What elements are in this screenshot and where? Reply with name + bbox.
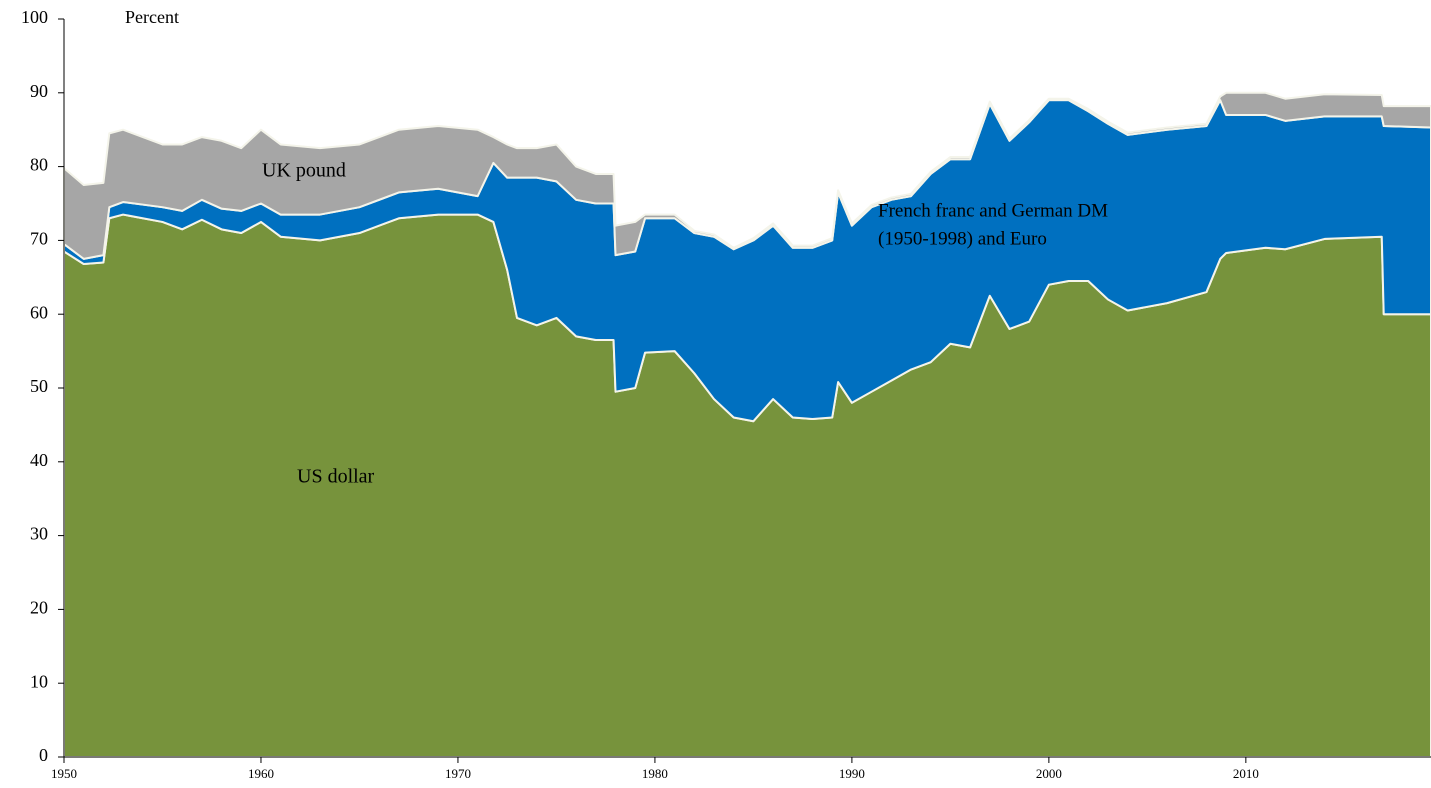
- y-tick-label: 60: [30, 302, 48, 322]
- annotation: French franc and German DM: [878, 200, 1108, 221]
- x-tick-label: 1990: [839, 766, 865, 781]
- y-tick-label: 50: [30, 376, 48, 396]
- x-tick-label: 1980: [642, 766, 668, 781]
- y-tick-label: 90: [30, 81, 48, 101]
- x-tick-label: 1970: [445, 766, 471, 781]
- y-tick-label: 100: [21, 7, 48, 27]
- y-tick-label: 20: [30, 598, 48, 618]
- x-tick-label: 1960: [248, 766, 274, 781]
- y-tick-label: 40: [30, 450, 48, 470]
- y-tick-label: 80: [30, 155, 48, 175]
- y-tick-label: 0: [39, 745, 48, 765]
- y-tick-label: 70: [30, 229, 48, 249]
- x-tick-label: 2010: [1233, 766, 1259, 781]
- y-tick-label: 10: [30, 671, 48, 691]
- annotation: UK pound: [262, 160, 346, 182]
- x-tick-label: 1950: [51, 766, 77, 781]
- y-axis-label: Percent: [125, 7, 179, 27]
- x-tick-label: 2000: [1036, 766, 1062, 781]
- annotation: (1950-1998) and Euro: [878, 228, 1047, 249]
- y-tick-label: 30: [30, 524, 48, 544]
- area: [63, 91, 1431, 260]
- annotation: US dollar: [297, 466, 375, 488]
